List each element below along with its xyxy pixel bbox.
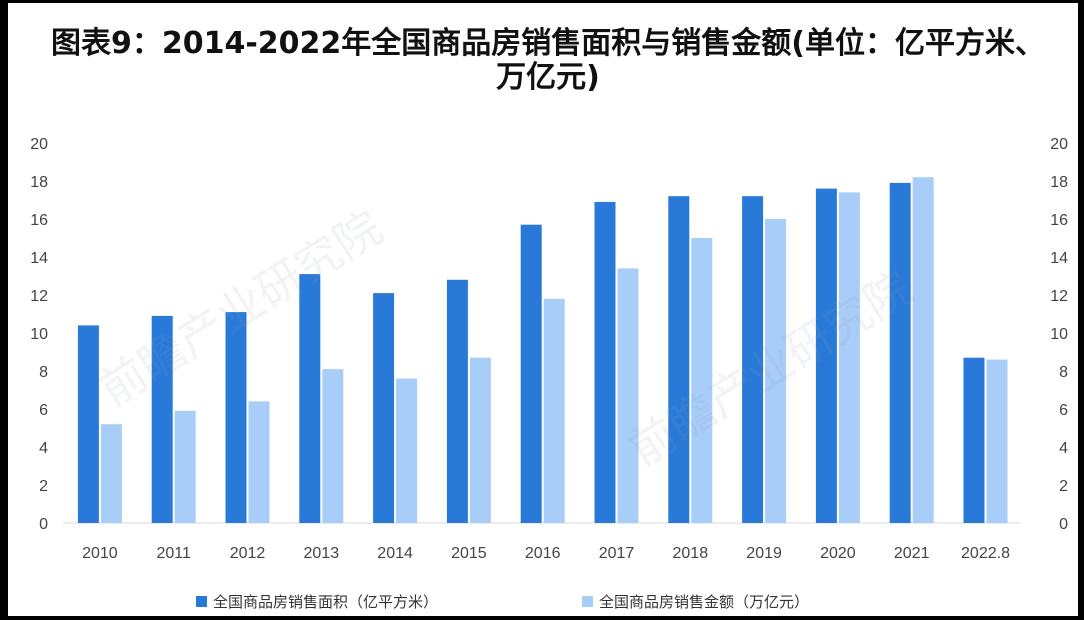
chart-frame: 0 2 4 6 8 10 12 14 16 18 20 0 2 4 6 8 10 12 14 16 18 20 2010…	[8, 3, 1078, 616]
legend-item-amount: 全国商品房销售金额（万亿元）	[582, 591, 809, 612]
y-tick-right-label: 0	[1059, 516, 1068, 533]
y-tick-left-label: 0	[39, 516, 48, 533]
chart-svg: 0 2 4 6 8 10 12 14 16 18 20 0 2 4 6 8 10 12 14 16 18 20 2010…	[30, 136, 1068, 562]
x-tick-label: 2010	[82, 545, 118, 562]
y-tick-left-label: 6	[39, 402, 48, 419]
x-tick-label: 2012	[230, 545, 266, 562]
bar-area	[446, 279, 468, 523]
x-tick-label: 2022.8	[961, 545, 1010, 562]
bar-area	[299, 274, 321, 523]
y-tick-left-label: 12	[30, 288, 48, 305]
y-tick-right-label: 8	[1059, 364, 1068, 381]
bar-area	[815, 188, 837, 523]
x-tick-label: 2017	[599, 545, 635, 562]
chart-title: 图表9：2014-2022年全国商品房销售面积与销售金额(单位：亿平方米、万亿元…	[50, 26, 1046, 95]
bar-area	[594, 201, 616, 523]
y-tick-right-label: 20	[1050, 136, 1068, 153]
y-tick-right-label: 2	[1059, 478, 1068, 495]
bar-amount	[986, 359, 1008, 523]
y-tick-right-label: 10	[1050, 326, 1068, 343]
bars-group	[77, 177, 1008, 523]
bar-area	[225, 312, 247, 523]
bar-area	[151, 315, 173, 523]
y-tick-right-label: 12	[1050, 288, 1068, 305]
y-tick-left-label: 10	[30, 326, 48, 343]
x-tick-label: 2015	[451, 545, 487, 562]
x-tick-label: 2020	[820, 545, 856, 562]
bar-area	[742, 196, 764, 523]
y-tick-left-label: 4	[39, 440, 48, 457]
bar-area	[520, 224, 542, 523]
y-tick-left-label: 18	[30, 174, 48, 191]
bar-amount	[543, 298, 565, 523]
bar-amount	[691, 238, 713, 523]
y-tick-left-label: 8	[39, 364, 48, 381]
bar-area	[373, 293, 395, 523]
y-tick-left-label: 14	[30, 250, 48, 267]
bar-amount	[912, 177, 934, 523]
legend-item-area: 全国商品房销售面积（亿平方米）	[196, 591, 438, 612]
y-axis-left: 0 2 4 6 8 10 12 14 16 18 20	[30, 136, 48, 533]
bar-amount	[765, 219, 787, 523]
legend-label-amount: 全国商品房销售金额（万亿元）	[599, 593, 810, 611]
x-tick-label: 2011	[156, 545, 191, 562]
bar-area	[668, 196, 690, 523]
bar-amount	[248, 401, 270, 523]
legend-swatch-area	[196, 596, 207, 607]
legend: 全国商品房销售面积（亿平方米） 全国商品房销售金额（万亿元）	[8, 589, 1078, 615]
y-tick-right-label: 6	[1059, 402, 1068, 419]
x-tick-label: 2018	[673, 545, 709, 562]
y-axis-right: 0 2 4 6 8 10 12 14 16 18 20	[1050, 136, 1068, 533]
x-tick-label: 2014	[377, 545, 413, 562]
y-tick-right-label: 18	[1050, 174, 1068, 191]
bar-amount	[469, 357, 491, 523]
bar-amount	[322, 369, 344, 523]
bar-area	[889, 182, 911, 523]
y-tick-left-label: 16	[30, 212, 48, 229]
bar-area	[77, 325, 99, 523]
x-tick-label: 2021	[894, 545, 930, 562]
x-tick-label: 2019	[746, 545, 782, 562]
x-tick-label: 2016	[525, 545, 561, 562]
bar-amount	[100, 424, 122, 523]
bar-amount	[396, 378, 418, 523]
bar-amount	[174, 410, 196, 523]
legend-label-area: 全国商品房销售面积（亿平方米）	[213, 593, 439, 611]
x-tick-label: 2013	[304, 545, 340, 562]
y-tick-left-label: 20	[30, 136, 48, 153]
bar-area	[963, 357, 985, 523]
x-axis: 2010 2011 2012 2013 2014 2015 2016 2017 2018 2019…	[82, 545, 1010, 562]
y-tick-right-label: 16	[1050, 212, 1068, 229]
y-tick-right-label: 4	[1059, 440, 1068, 457]
bar-amount	[617, 268, 639, 523]
bar-amount	[838, 192, 860, 523]
y-tick-right-label: 14	[1050, 250, 1068, 267]
legend-swatch-amount	[582, 596, 593, 607]
y-tick-left-label: 2	[39, 478, 48, 495]
